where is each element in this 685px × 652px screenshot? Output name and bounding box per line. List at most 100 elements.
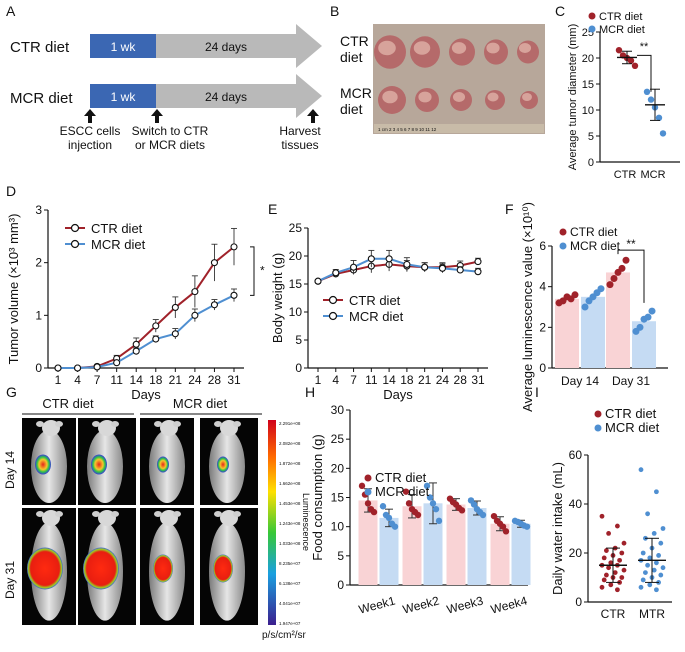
mouse-ear	[214, 421, 222, 427]
y-tick-label: 2	[35, 256, 42, 270]
data-point	[617, 557, 622, 563]
data-point	[627, 57, 635, 64]
x-tick-label: Day 14	[561, 374, 599, 388]
imaging-header-ctr: CTR diet	[42, 396, 94, 411]
data-point	[470, 501, 478, 508]
data-point	[191, 288, 199, 296]
x-tick-label: Week2	[401, 593, 441, 616]
data-point	[643, 88, 651, 96]
y-tick-label: 20	[331, 461, 345, 475]
data-point	[604, 548, 609, 553]
legend-label: CTR diet	[570, 225, 618, 239]
y-axis-label: Tumor volume (×10³ mm³)	[6, 214, 21, 365]
tumor-highlight	[451, 42, 467, 54]
significance-bracket	[637, 54, 652, 92]
significance-label: *	[260, 264, 265, 278]
data-point	[358, 482, 366, 490]
panel-letter-i: I	[535, 384, 539, 400]
legend-marker	[594, 424, 602, 432]
y-axis-label: Average tumor diameter (mm)	[567, 24, 579, 171]
data-point	[647, 582, 653, 588]
data-point	[391, 523, 399, 530]
colorbar-tick-label: 6.138e+07	[279, 581, 301, 586]
data-point	[474, 258, 482, 266]
tumor-highlight	[487, 92, 499, 102]
data-point	[332, 269, 340, 277]
data-point	[643, 570, 648, 575]
panel-letter-a: A	[6, 3, 16, 19]
data-point	[350, 263, 358, 271]
bar	[358, 500, 378, 585]
legend-label: CTR diet	[599, 11, 642, 23]
x-tick-label: 1	[55, 373, 62, 387]
tumor-signal	[157, 456, 169, 473]
legend-label: MCR diet	[375, 484, 430, 499]
data-point	[615, 587, 620, 593]
data-point	[636, 323, 644, 331]
panel-g-bioluminescence: CTR diet MCR diet Day 14 Day 31 2.291e+0…	[3, 396, 311, 641]
data-point	[618, 264, 626, 272]
data-point	[608, 560, 614, 566]
tumor-highlight	[486, 42, 500, 54]
tumor-highlight	[413, 41, 431, 55]
data-point	[658, 540, 664, 546]
data-point	[651, 531, 657, 536]
data-point	[621, 567, 627, 573]
legend-label: MCR diet	[599, 24, 645, 36]
x-tick-label: 7	[94, 373, 101, 387]
legend-marker	[559, 242, 567, 250]
colorbar-ticks: 2.291e+08 2.082e+08 1.872e+08 1.662e+08 1.45…	[279, 421, 301, 626]
data-point	[615, 47, 623, 54]
data-point	[599, 513, 605, 519]
series-line	[58, 294, 235, 369]
data-point	[429, 500, 437, 507]
tumor-highlight	[522, 92, 532, 102]
mouse-ear	[55, 421, 63, 427]
x-tick-label: 31	[227, 373, 241, 387]
x-tick-label: 24	[188, 373, 202, 387]
timeline-phase2-mcr	[156, 74, 322, 118]
bar	[446, 504, 466, 585]
data-point	[385, 255, 393, 263]
timeline-phase1-label-mcr: 1 wk	[111, 90, 137, 104]
data-point	[645, 511, 650, 517]
legend-marker	[328, 311, 338, 321]
panel-letter-c: C	[555, 3, 565, 19]
data-point	[648, 307, 656, 315]
panel-a-timeline: CTR diet 1 wk 24 days MCR diet 1 wk 24 d…	[10, 24, 322, 152]
colorbar-unit: p/s/cm²/sr	[262, 630, 307, 641]
x-tick-label: 18	[400, 373, 414, 387]
colorbar-tick-label: 2.082e+08	[279, 441, 301, 446]
data-point	[640, 577, 646, 583]
legend-marker	[364, 474, 372, 482]
data-point	[660, 565, 666, 571]
data-point	[610, 275, 618, 283]
data-point	[571, 291, 579, 299]
event-label-switch: Switch to CTR or MCR diets	[132, 124, 209, 152]
x-tick-label: 28	[208, 373, 222, 387]
mouse-ear	[36, 511, 44, 517]
data-point	[191, 311, 199, 319]
tumor-signal	[83, 547, 119, 590]
legend-marker	[364, 488, 372, 496]
bar	[402, 506, 422, 585]
mouse-ear	[36, 421, 44, 427]
legend-label: MCR diet	[570, 239, 621, 253]
mouse-ear	[233, 511, 241, 517]
data-point	[502, 528, 510, 535]
imaging-header-mcr: MCR diet	[173, 396, 228, 411]
data-point	[645, 562, 650, 568]
tumor-signal	[27, 547, 63, 590]
data-point	[403, 260, 411, 268]
series-line	[317, 260, 479, 283]
x-tick-label: Week1	[357, 593, 397, 616]
data-point	[606, 281, 614, 289]
y-tick-label: 15	[331, 491, 345, 505]
x-tick-label: 21	[418, 373, 432, 387]
tumor-signal	[153, 554, 173, 583]
data-point	[423, 482, 431, 490]
y-axis-label: Daily water intake (mL)	[550, 462, 565, 595]
data-point	[432, 505, 440, 513]
x-tick-label: CTR	[614, 169, 637, 181]
